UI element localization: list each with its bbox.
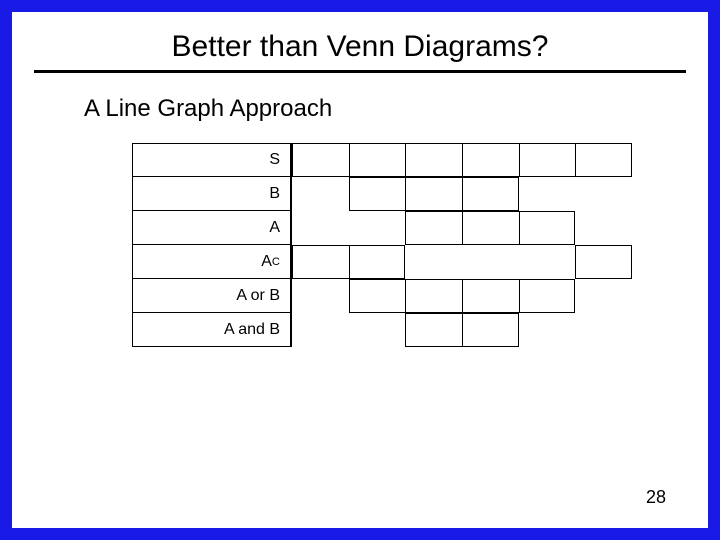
segment-bar [292, 143, 632, 177]
chart-row: A [132, 211, 632, 245]
slide-subtitle: A Line Graph Approach [84, 95, 686, 123]
segment-bar [405, 313, 518, 347]
chart-row: S [132, 143, 632, 177]
title-underline [34, 70, 686, 73]
chart-row: B [132, 177, 632, 211]
segment-bar [292, 245, 405, 279]
segment-divider [349, 144, 350, 176]
row-track [292, 279, 632, 313]
segment-divider [462, 314, 463, 346]
row-label: A or B [132, 279, 292, 313]
segment-divider [519, 144, 520, 176]
chart-row: AC [132, 245, 632, 279]
segment-divider [462, 178, 463, 210]
row-label: A [132, 211, 292, 245]
segment-divider [519, 280, 520, 312]
row-track [292, 245, 632, 279]
segment-divider [405, 280, 406, 312]
page-number: 28 [646, 487, 666, 508]
segment-bar [349, 177, 519, 211]
segment-divider [405, 178, 406, 210]
chart-row: A or B [132, 279, 632, 313]
segment-bar [349, 279, 576, 313]
row-label: AC [132, 245, 292, 279]
row-track [292, 177, 632, 211]
row-label: B [132, 177, 292, 211]
row-track [292, 211, 632, 245]
slide-frame: Better than Venn Diagrams? A Line Graph … [12, 12, 708, 528]
line-segment-chart: SBAACA or BA and B [132, 143, 632, 347]
row-track [292, 143, 632, 177]
segment-divider [405, 144, 406, 176]
segment-divider [575, 144, 576, 176]
row-track [292, 313, 632, 347]
chart-row: A and B [132, 313, 632, 347]
segment-divider [349, 246, 350, 278]
segment-divider [462, 280, 463, 312]
slide-title: Better than Venn Diagrams? [34, 30, 686, 64]
segment-bar [405, 211, 575, 245]
row-label: S [132, 143, 292, 177]
segment-bar [575, 245, 632, 279]
segment-divider [462, 212, 463, 244]
row-label: A and B [132, 313, 292, 347]
segment-divider [462, 144, 463, 176]
segment-divider [519, 212, 520, 244]
